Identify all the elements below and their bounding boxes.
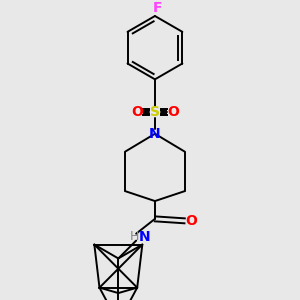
Text: O: O: [167, 105, 179, 119]
Text: H: H: [130, 230, 139, 243]
Text: S: S: [150, 105, 160, 119]
Text: O: O: [186, 214, 197, 228]
Text: F: F: [153, 1, 163, 15]
Text: N: N: [138, 230, 150, 244]
Text: N: N: [149, 127, 161, 141]
Text: O: O: [131, 105, 143, 119]
